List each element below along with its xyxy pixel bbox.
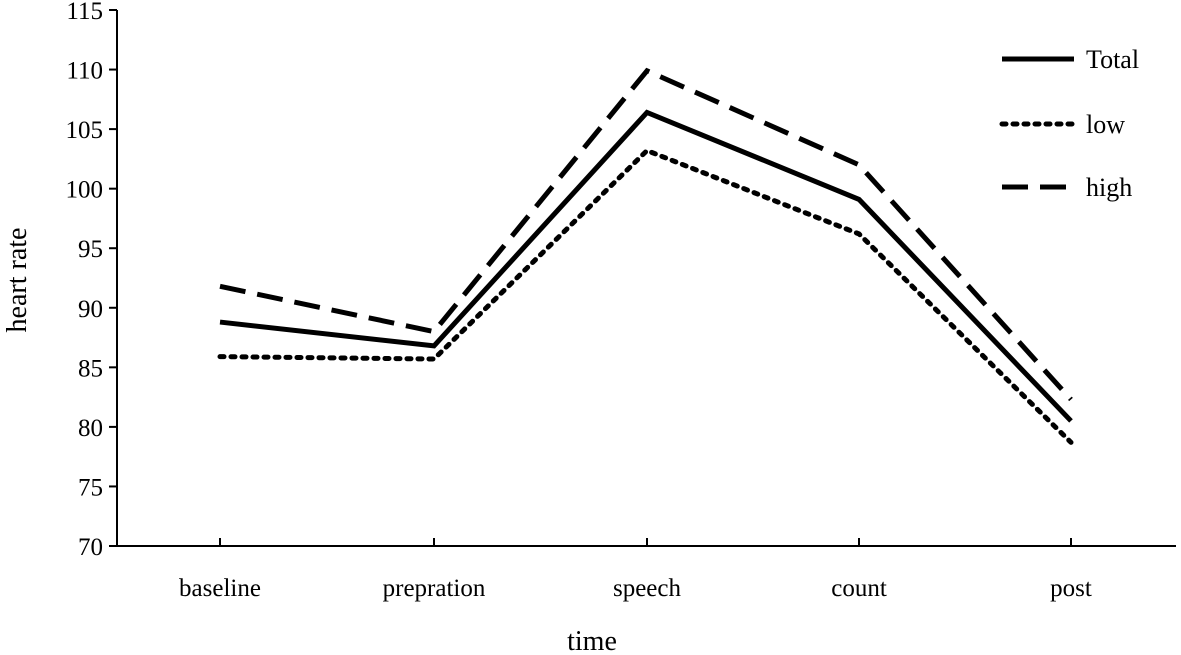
x-tick-label: speech: [613, 575, 682, 602]
y-tick-label: 70: [78, 534, 103, 561]
y-tick-label: 75: [78, 474, 103, 501]
series-line-high: [219, 67, 1073, 402]
x-tick-label: prepration: [383, 575, 486, 602]
series-line-total: [219, 109, 1073, 423]
x-tick-label: post: [1050, 575, 1092, 602]
x-tick-label: baseline: [179, 575, 261, 602]
y-tick-label: 115: [66, 0, 103, 25]
y-tick-label: 105: [66, 117, 104, 144]
legend-label-total: Total: [1086, 45, 1139, 74]
y-tick-label: 110: [66, 58, 103, 85]
y-tick-label: 85: [78, 355, 103, 382]
x-ticks: baseline prepration speech count post: [179, 538, 1092, 602]
series-line-low: [217, 147, 1074, 445]
series-lines: [217, 67, 1074, 445]
legend-label-high: high: [1086, 173, 1132, 202]
y-tick-label: 95: [78, 236, 103, 263]
y-axis-title: heart rate: [2, 228, 33, 333]
legend-label-low: low: [1086, 110, 1125, 139]
legend: Total low high: [999, 45, 1139, 202]
y-tick-label: 80: [78, 415, 103, 442]
y-tick-label: 100: [66, 177, 104, 204]
y-tick-label: 90: [78, 296, 103, 323]
x-axis-title: time: [567, 626, 617, 655]
y-ticks: 70 75 80 85 90 95 100 105 110 115: [66, 0, 117, 561]
x-tick-label: count: [831, 575, 887, 602]
axes: [116, 10, 1176, 547]
